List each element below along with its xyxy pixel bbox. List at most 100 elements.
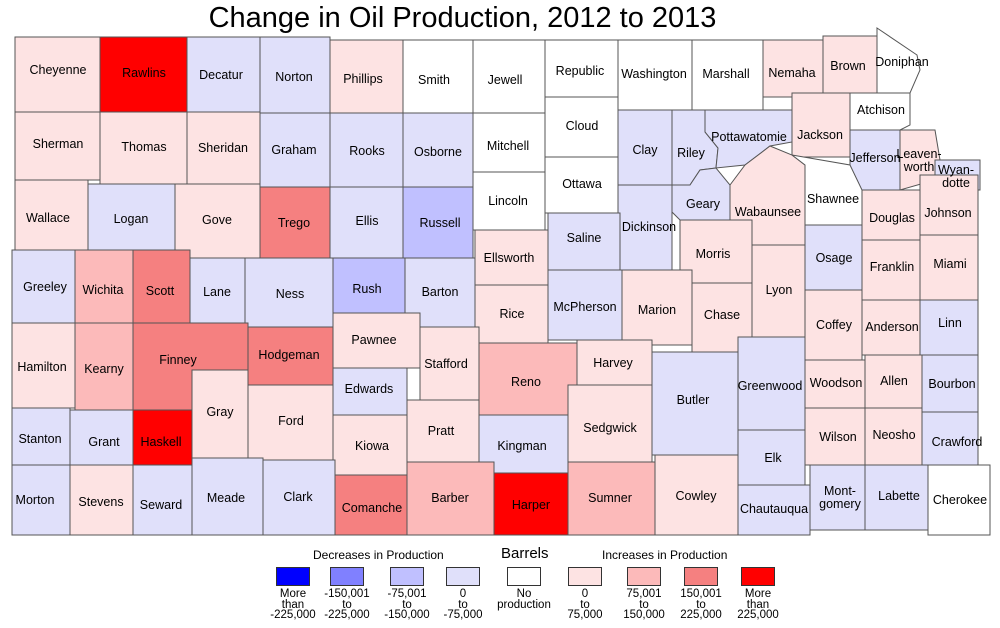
county-label-smith: Smith — [418, 73, 450, 87]
county-label-wallace: Wallace — [26, 211, 70, 225]
county-label-reno: Reno — [511, 375, 541, 389]
county-label-finney: Finney — [159, 353, 197, 367]
county-label-lyon: Lyon — [766, 283, 793, 297]
county-label-morris: Morris — [696, 247, 731, 261]
county-label-lane: Lane — [203, 285, 231, 299]
county-label-ellsworth: Ellsworth — [484, 251, 535, 265]
county-label-sumner: Sumner — [588, 491, 632, 505]
county-label-jackson: Jackson — [797, 128, 843, 142]
county-label-nemaha: Nemaha — [768, 66, 815, 80]
county-label-morton: Morton — [16, 493, 55, 507]
county-label-osage: Osage — [816, 251, 853, 265]
county-label-linn: Linn — [938, 316, 962, 330]
legend-label-none: No production — [497, 588, 551, 611]
county-label-grant: Grant — [88, 435, 120, 449]
legend-swatch-inc4 — [741, 567, 775, 586]
county-label-stanton: Stanton — [18, 432, 61, 446]
legend-decreases-heading: Decreases in Production — [313, 548, 444, 562]
legend-swatch-dec3 — [330, 567, 364, 586]
county-label-bourbon: Bourbon — [928, 377, 975, 391]
county-label-shawnee: Shawnee — [807, 192, 859, 206]
county-label-decatur: Decatur — [199, 68, 243, 82]
county-label-lincoln: Lincoln — [488, 194, 528, 208]
county-label-logan: Logan — [114, 212, 149, 226]
county-label-saline: Saline — [567, 231, 602, 245]
county-label-hamilton: Hamilton — [17, 360, 66, 374]
county-label-johnson: Johnson — [924, 206, 971, 220]
county-label-cheyenne: Cheyenne — [30, 63, 87, 77]
county-label-pottawatomie: Pottawatomie — [711, 130, 787, 144]
county-label-barton: Barton — [422, 285, 459, 299]
county-label-wabaunsee: Wabaunsee — [735, 205, 801, 219]
county-label-rice: Rice — [499, 307, 524, 321]
legend-label-dec1: 0 to -75,000 — [443, 588, 483, 621]
legend-label-dec2: -75,001 to -150,000 — [384, 588, 430, 621]
county-label-marshall: Marshall — [702, 67, 749, 81]
county-label-allen: Allen — [880, 374, 908, 388]
county-label-meade: Meade — [207, 491, 245, 505]
county-label-ford: Ford — [278, 414, 304, 428]
county-label-republic: Republic — [556, 64, 605, 78]
county-label-wilson: Wilson — [819, 430, 857, 444]
county-label-jewell: Jewell — [488, 73, 523, 87]
county-label-mont-gomery: Mont-gomery — [819, 484, 861, 511]
county-label-neosho: Neosho — [872, 428, 915, 442]
county-label-comanche: Comanche — [342, 501, 402, 515]
county-label-rawlins: Rawlins — [122, 66, 166, 80]
county-label-stevens: Stevens — [78, 495, 123, 509]
county-label-mcpherson: McPherson — [553, 300, 616, 314]
county-label-brown: Brown — [830, 59, 865, 73]
county-atchison — [849, 92, 911, 131]
county-label-chautauqua: Chautauqua — [740, 502, 808, 516]
county-label-norton: Norton — [275, 70, 313, 84]
county-label-anderson: Anderson — [865, 320, 919, 334]
county-label-edwards: Edwards — [345, 382, 394, 396]
county-label-greenwood: Greenwood — [738, 379, 803, 393]
county-label-clay: Clay — [632, 143, 658, 157]
county-label-thomas: Thomas — [121, 140, 166, 154]
county-label-cherokee: Cherokee — [933, 493, 987, 507]
county-label-geary: Geary — [686, 197, 721, 211]
legend-swatch-dec4 — [276, 567, 310, 586]
county-chautauqua — [737, 484, 811, 536]
county-label-elk: Elk — [764, 451, 782, 465]
county-label-riley: Riley — [677, 146, 706, 160]
county-label-trego: Trego — [278, 216, 310, 230]
county-label-ness: Ness — [276, 287, 304, 301]
legend-swatch-inc1 — [568, 567, 602, 586]
county-label-haskell: Haskell — [141, 435, 182, 449]
county-label-sheridan: Sheridan — [198, 141, 248, 155]
county-label-marion: Marion — [638, 303, 676, 317]
county-label-crawford: Crawford — [932, 435, 983, 449]
legend-label-inc3: 150,001 to 225,000 — [680, 588, 722, 621]
county-label-cloud: Cloud — [566, 119, 599, 133]
county-label-osborne: Osborne — [414, 145, 462, 159]
county-label-scott: Scott — [146, 284, 175, 298]
county-label-gray: Gray — [206, 405, 234, 419]
county-label-barber: Barber — [431, 491, 469, 505]
county-label-wyan-dotte: Wyan-dotte — [938, 163, 974, 190]
county-label-mitchell: Mitchell — [487, 139, 529, 153]
legend-swatch-inc3 — [684, 567, 718, 586]
legend-swatch-dec1 — [446, 567, 480, 586]
county-label-phillips: Phillips — [343, 72, 383, 86]
county-label-butler: Butler — [677, 393, 710, 407]
county-label-seward: Seward — [140, 498, 182, 512]
county-label-kiowa: Kiowa — [355, 439, 389, 453]
county-label-doniphan: Doniphan — [875, 55, 929, 69]
legend-label-inc1: 0 to 75,000 — [567, 588, 603, 621]
county-label-sedgwick: Sedgwick — [583, 421, 637, 435]
legend-swatch-inc2 — [627, 567, 661, 586]
county-label-harvey: Harvey — [593, 356, 633, 370]
county-label-dickinson: Dickinson — [622, 220, 676, 234]
legend-swatch-dec2 — [390, 567, 424, 586]
county-label-leaven-worth: Leaven-worth — [896, 147, 941, 174]
county-label-ellis: Ellis — [356, 214, 379, 228]
county-label-cowley: Cowley — [676, 489, 718, 503]
county-cherokee — [927, 464, 991, 536]
county-label-graham: Graham — [271, 143, 316, 157]
map-title: Change in Oil Production, 2012 to 2013 — [208, 2, 717, 34]
county-label-ottawa: Ottawa — [562, 177, 602, 191]
legend-swatch-none — [507, 567, 541, 586]
